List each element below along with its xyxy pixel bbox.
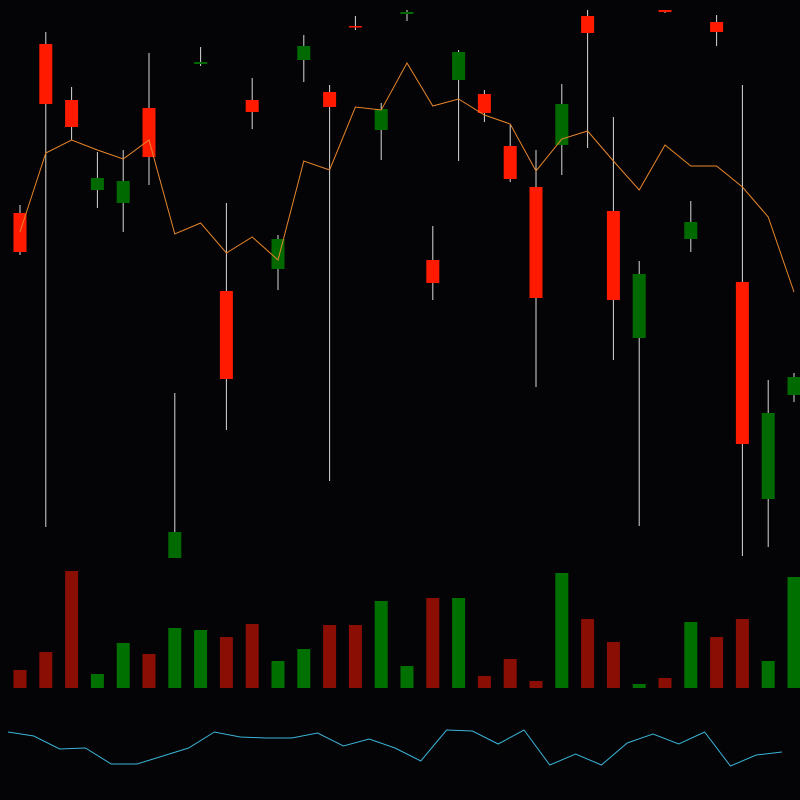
candle-body [323,92,337,107]
volume-bar [168,628,182,688]
candle-body [194,62,208,64]
candle-body [555,104,569,145]
candle-body [39,44,53,104]
volume-bar [452,598,466,688]
volume-bar [194,630,208,688]
candle-body [761,413,775,499]
volume-bar [477,676,491,688]
volume-bar [658,678,672,688]
volume-bar [581,619,595,688]
candle-body [90,178,104,190]
candle-body [684,222,698,239]
volume-bar [710,637,724,688]
volume-bar [142,654,156,688]
volume-bar [39,652,53,688]
candle-body [142,108,156,157]
volume-bar [219,637,233,688]
volume-bar [684,622,698,688]
candle-body [116,181,130,203]
candle-body [400,12,414,14]
candle-body [297,46,311,60]
candle-body [168,532,182,558]
candle-body [606,211,620,300]
candle-body [529,187,543,298]
candle-body [735,282,749,444]
volume-bar [529,681,543,688]
volume-bar [735,619,749,688]
volume-bar [245,624,259,688]
candle-body [710,22,724,32]
candle-body [503,146,517,179]
moving-average-line [19,61,795,293]
volume-bar [271,661,285,688]
volume-bar [323,625,337,688]
candle-body [452,52,466,80]
candle-body [219,291,233,379]
volume-bar [65,571,79,688]
volume-bar [503,659,517,688]
candle-body [581,16,595,33]
volume-bar [606,642,620,688]
indicator-line [7,729,783,767]
candle-body [374,109,388,130]
volume-bar [13,670,27,688]
volume-bar [426,598,440,688]
volume-bar [555,573,569,688]
candle-body [477,94,491,113]
volume-bar [297,649,311,688]
volume-bar [400,666,414,688]
volume-bar [787,577,800,688]
volume-bar [761,661,775,688]
volume-bar [374,601,388,688]
candle-body [658,10,672,12]
volume-bar [348,625,362,688]
volume-bar [632,684,646,688]
candle-body [632,274,646,338]
candle-body [65,100,79,127]
candle-body [426,260,440,283]
candle-body [348,26,362,28]
candle-body [787,377,800,395]
volume-bar [116,643,130,688]
volume-bar [90,674,104,688]
candle-body [245,100,259,112]
